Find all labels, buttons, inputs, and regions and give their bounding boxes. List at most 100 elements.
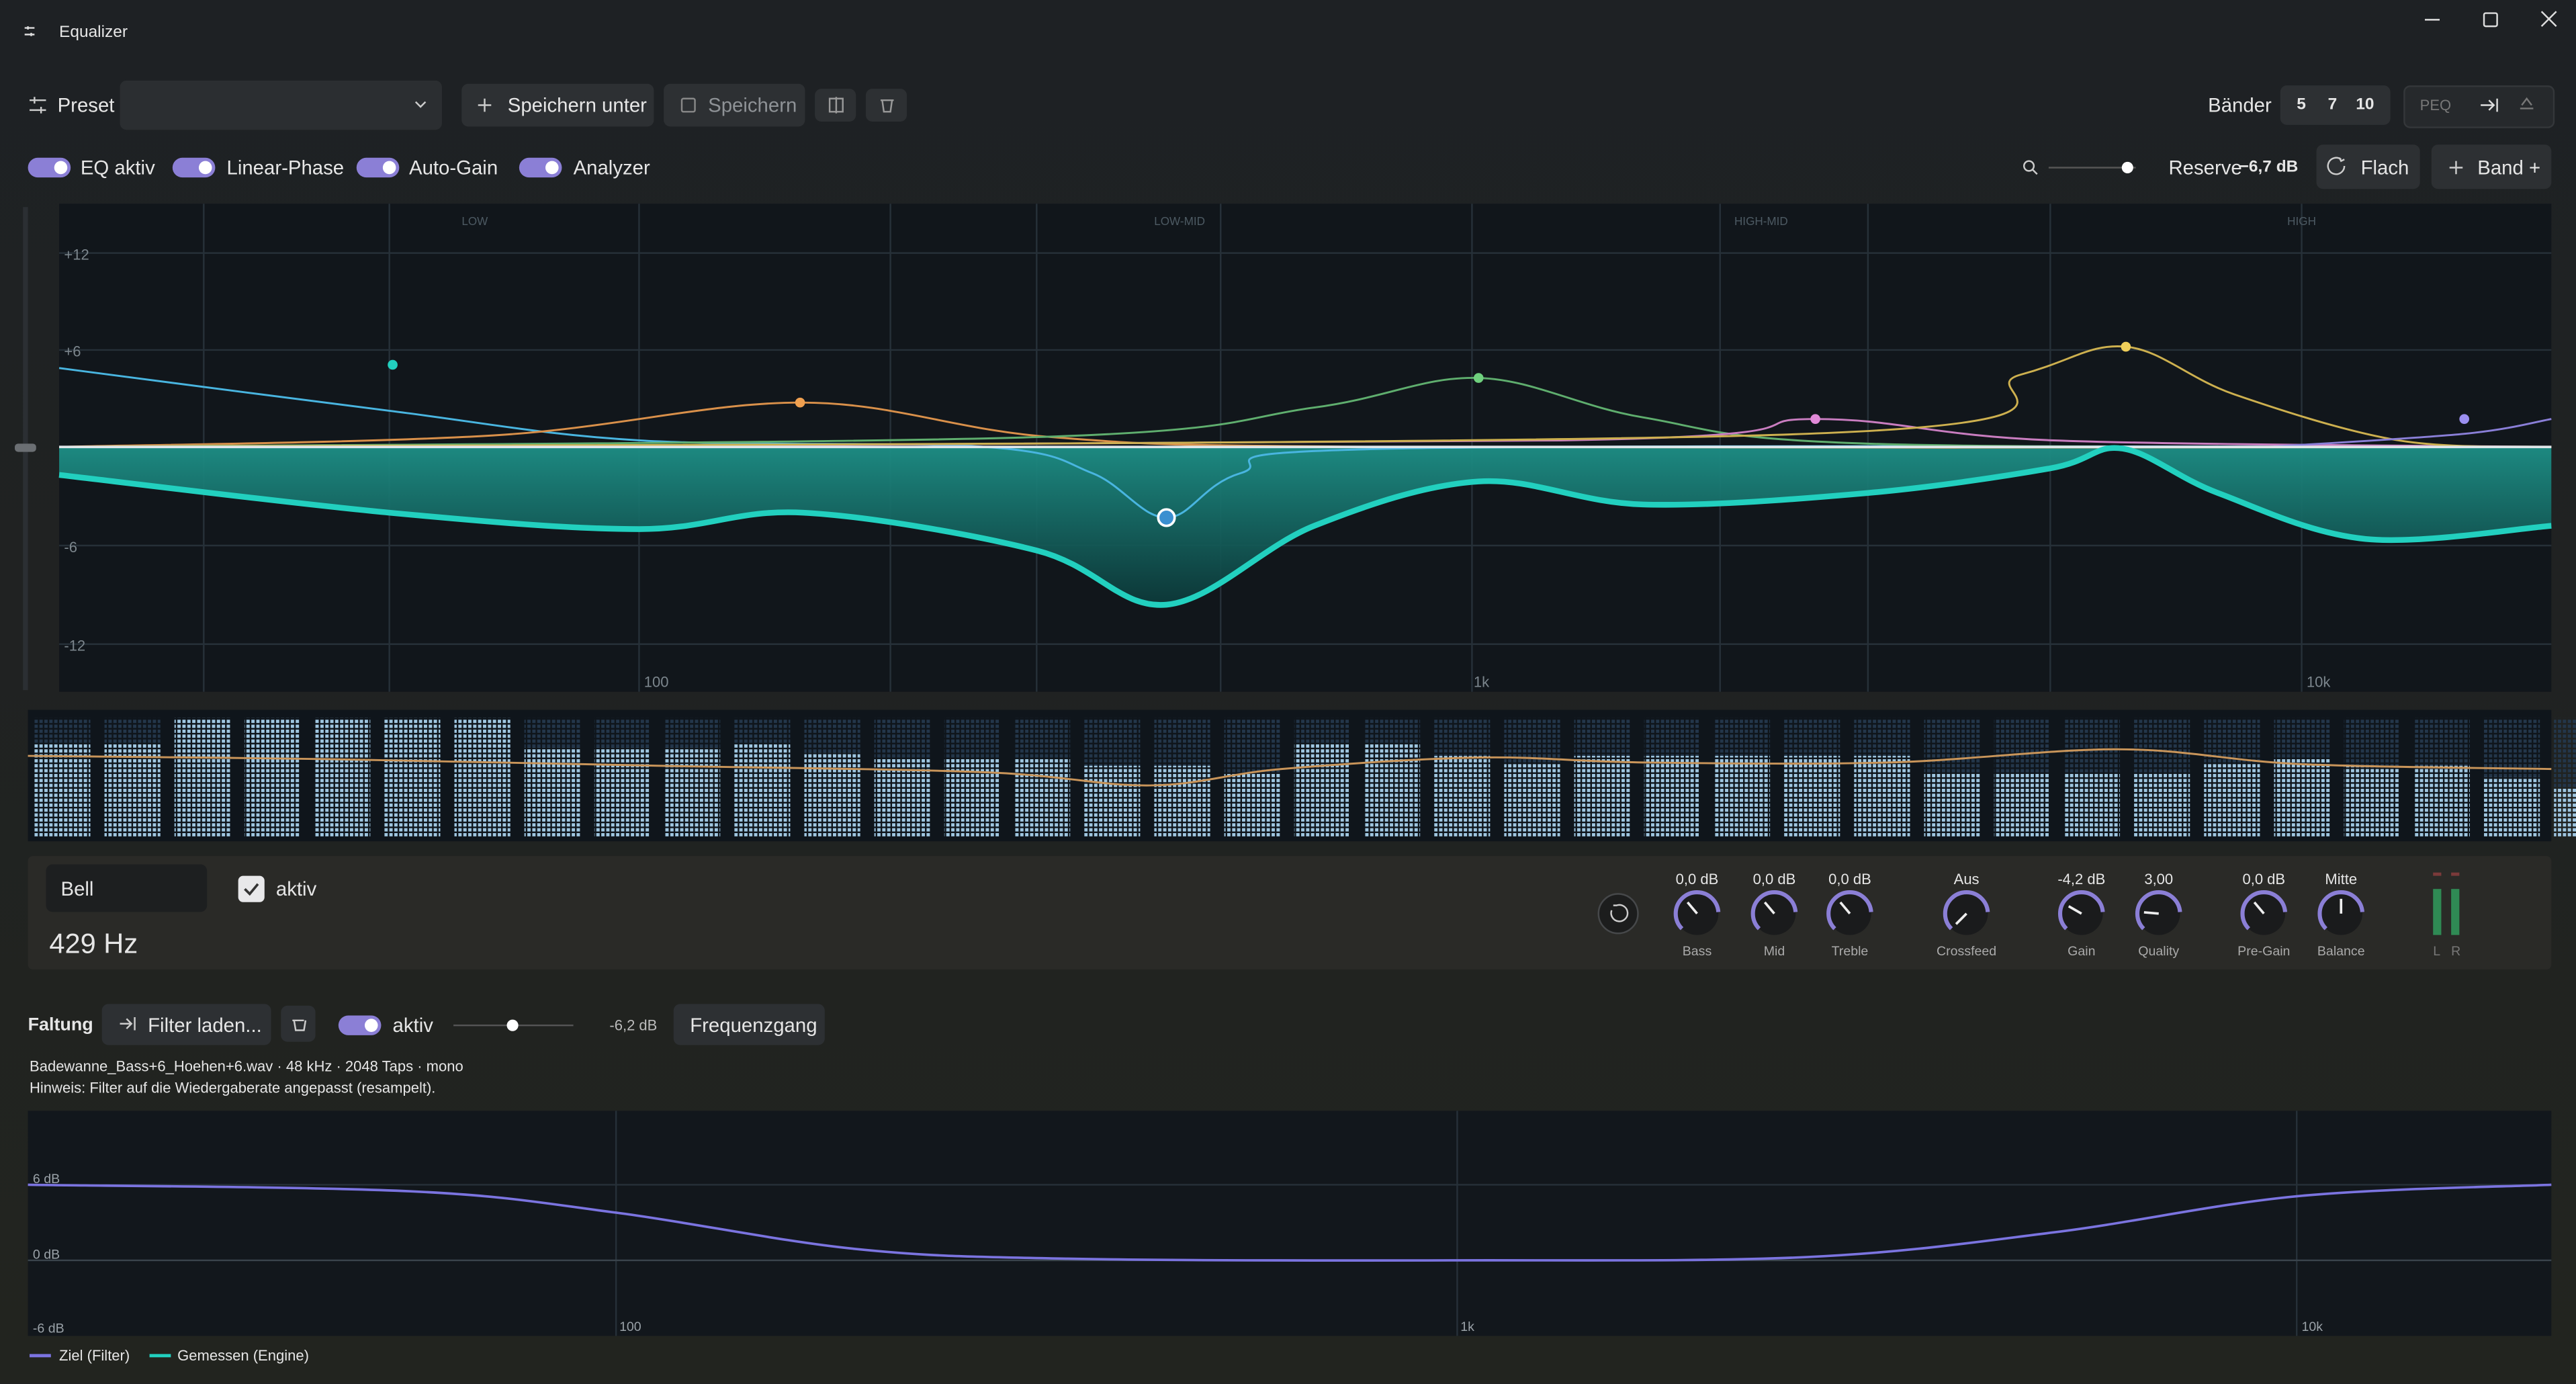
knob-label: Bass (1682, 944, 1712, 959)
icon-button[interactable] (815, 89, 856, 122)
analyzer-bar (2134, 772, 2190, 836)
analyzer-bar (1294, 742, 1350, 836)
band-handle (1473, 373, 1484, 383)
analyzer-curve (28, 748, 2552, 787)
analyzer-bar (1224, 772, 1280, 836)
knob-value: -4,2 dB (2057, 871, 2106, 888)
window-controls[interactable] (24, 11, 2557, 36)
filter-type-dropdown[interactable] (46, 864, 208, 912)
delete-filter-button[interactable] (281, 1005, 316, 1042)
analyzer-bar (1364, 742, 1421, 836)
meter-label: L (2433, 944, 2441, 959)
y-label: -12 (64, 638, 85, 654)
analyzer-bar (1014, 759, 1071, 836)
band-count[interactable]: 7 (2327, 96, 2338, 114)
toggle[interactable] (519, 157, 562, 178)
flat-label: Flach (2360, 156, 2409, 179)
toggle[interactable] (28, 157, 71, 178)
analyzer-bar (734, 742, 791, 836)
x-label: 10k (2307, 673, 2331, 690)
band-curve (2267, 418, 2552, 448)
knob-pointer (2143, 911, 2159, 915)
band-handles[interactable] (388, 341, 2470, 527)
band-handle (2121, 341, 2131, 352)
save-as-button[interactable] (461, 83, 654, 127)
knob-pointer (1686, 901, 1698, 915)
analyzer-bar (1574, 756, 1630, 836)
x-label: 100 (619, 1320, 641, 1334)
flat-button[interactable] (2316, 144, 2420, 189)
region-label: LOW-MID (1154, 215, 1205, 228)
toggle-label: EQ aktiv (80, 156, 155, 179)
save-button[interactable] (664, 83, 805, 127)
preset-dropdown[interactable] (120, 80, 442, 130)
knob-label: Balance (2317, 944, 2365, 959)
band-count[interactable]: 10 (2356, 96, 2374, 114)
analyzer-bar (1994, 772, 2050, 836)
preset-label: Preset (57, 93, 115, 117)
meter-label: R (2451, 944, 2461, 959)
x-label: 1k (1460, 1320, 1474, 1334)
eq-regions: LOW LOW-MID HIGH-MID HIGH (461, 215, 2316, 228)
check (244, 883, 259, 896)
y-label: +6 (64, 343, 81, 360)
filter-type: Bell (60, 877, 94, 901)
analyzer-bar (664, 747, 721, 836)
analyzer-bar (594, 747, 651, 836)
zoom-handle[interactable] (2121, 161, 2133, 174)
analyzer-bar (524, 747, 580, 836)
knob-label: Quality (2138, 944, 2180, 959)
bands-segment (2280, 85, 2391, 125)
eq-total-curve (58, 445, 2552, 608)
response-graph-bg (28, 1111, 2552, 1336)
save-label: Speichern (708, 93, 797, 117)
knob-value: Aus (1953, 871, 1980, 888)
toggle-label: Analyzer (573, 156, 650, 179)
knob-value: Mitte (2325, 871, 2358, 888)
y-label: -6 dB (33, 1322, 64, 1336)
analyzer-bar (1084, 765, 1141, 836)
toggle[interactable] (356, 157, 400, 178)
active-checkbox[interactable] (238, 875, 265, 902)
mode-segment (2403, 85, 2555, 128)
analyzer-bar (384, 718, 441, 836)
knob-label: Crossfeed (1937, 944, 1997, 959)
knobs[interactable] (1667, 883, 2372, 944)
icon-button[interactable] (865, 89, 907, 122)
reserve-value: −6,7 dB (2239, 159, 2299, 177)
selected-band-handle (1157, 508, 1176, 527)
toggle[interactable] (338, 1015, 382, 1035)
analyzer-bar (2484, 777, 2540, 836)
level-meter (2433, 872, 2460, 935)
save-as-label: Speichern unter (507, 93, 647, 117)
band-handle (2459, 414, 2470, 425)
gain-slider-handle[interactable] (15, 443, 36, 452)
band-handle (1810, 414, 1820, 425)
analyzer-bars (34, 718, 2576, 836)
toggle[interactable] (172, 157, 216, 178)
convolution-gain: -6,2 dB (609, 1017, 658, 1034)
reset-button[interactable] (1597, 893, 1639, 935)
knob-value: 0,0 dB (2242, 871, 2286, 888)
band-handle (795, 397, 805, 408)
knob-pointer (1839, 901, 1851, 915)
band-count[interactable]: 5 (2297, 96, 2306, 114)
analyzer-bar (1714, 756, 1771, 836)
x-label: 100 (644, 673, 669, 690)
knob-value: 3,00 (2144, 871, 2174, 888)
analyzer-bar (2344, 765, 2400, 836)
knob-label: Mid (1763, 944, 1785, 959)
peq-button[interactable]: PEQ (2419, 97, 2452, 114)
analyzer-bar (314, 718, 371, 836)
response-button[interactable] (673, 1004, 825, 1045)
knob-label: Pre-Gain (2237, 944, 2291, 959)
analyzer-bar (1924, 772, 1980, 836)
analyzer-bar (174, 718, 230, 836)
band-editor-bg (28, 856, 2552, 970)
gain-handle[interactable] (506, 1019, 519, 1031)
analyzer-bar (1784, 756, 1840, 836)
